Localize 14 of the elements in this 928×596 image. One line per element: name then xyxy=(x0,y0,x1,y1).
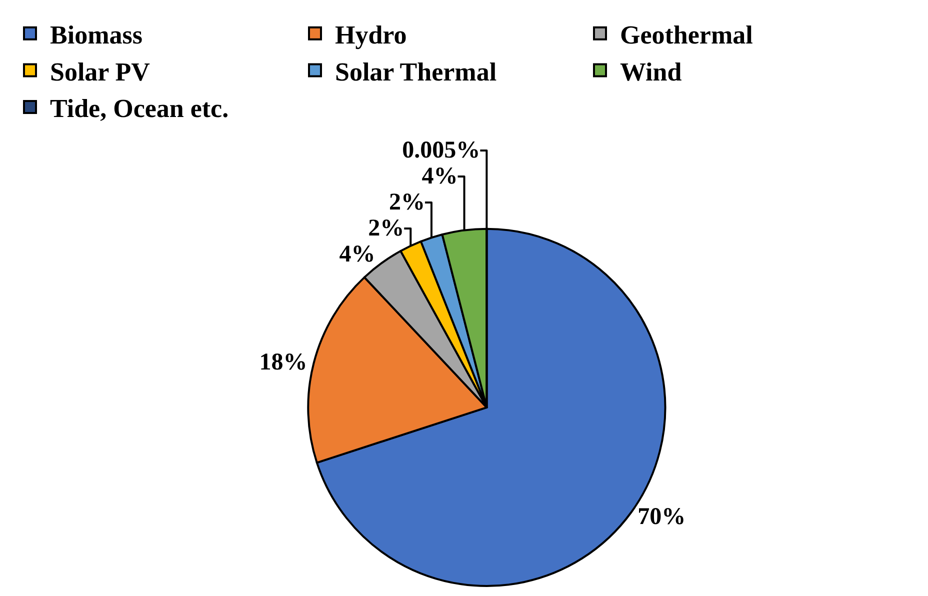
legend-label: Solar PV xyxy=(50,57,150,86)
data-label: 70% xyxy=(638,504,686,530)
legend-label: Solar Thermal xyxy=(335,57,497,86)
legend-label: Biomass xyxy=(50,20,142,50)
legend-label: Geothermal xyxy=(620,20,753,50)
legend-label: Tide, Ocean etc. xyxy=(50,94,229,124)
data-label: 4% xyxy=(422,164,458,190)
data-label: 2% xyxy=(388,190,425,216)
data-label: 4% xyxy=(339,242,376,268)
data-label: 0.005% xyxy=(402,138,480,164)
legend-label: Wind xyxy=(620,57,682,86)
data-label: 18% xyxy=(259,349,308,376)
legend-label: Hydro xyxy=(335,20,407,50)
data-label: 2% xyxy=(368,216,404,242)
